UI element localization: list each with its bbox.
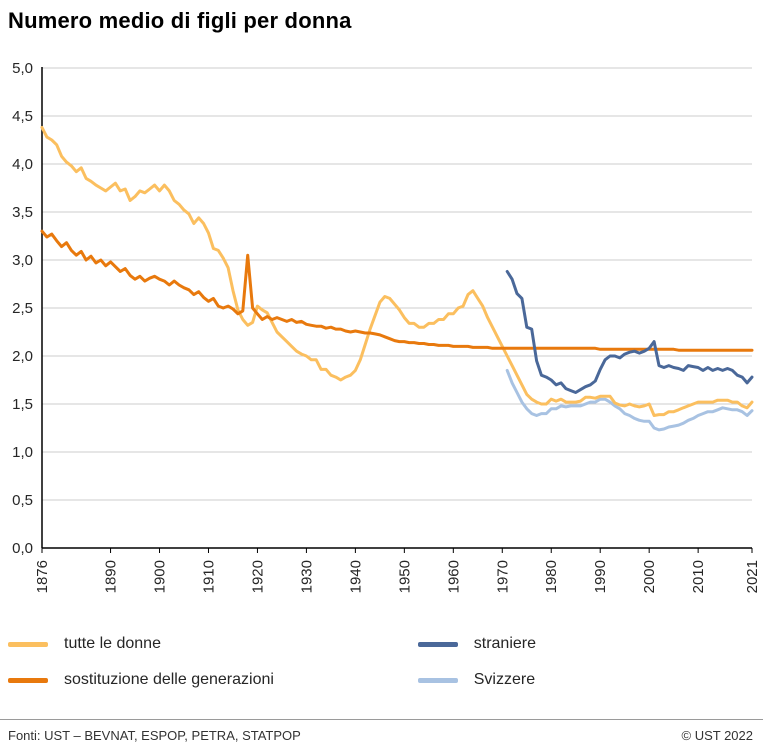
legend-label-tutte-le-donne: tutte le donne xyxy=(64,635,161,652)
chart-area: 0,0 0,5 1,0 1,5 2,0 2,5 3,0 3,5 4,0 4,5 5,0 1876 189… xyxy=(0,36,763,619)
svg-text:1920: 1920 xyxy=(249,560,266,593)
legend-item-tutte-le-donne: tutte le donne xyxy=(8,635,418,653)
footer: Fonti: UST – BEVNAT, ESPOP, PETRA, STATP… xyxy=(0,719,763,753)
legend-swatch-tutte-le-donne-icon xyxy=(8,641,48,647)
svg-text:1930: 1930 xyxy=(298,560,315,593)
legend-item-sostituzione: sostituzione delle generazioni xyxy=(8,671,418,689)
footer-copyright: © UST 2022 xyxy=(681,728,754,743)
svg-text:1900: 1900 xyxy=(152,560,169,593)
legend-item-straniere: straniere xyxy=(417,635,753,653)
svg-text:1990: 1990 xyxy=(592,560,609,593)
svg-text:2010: 2010 xyxy=(690,560,707,593)
svg-text:4,0: 4,0 xyxy=(12,156,33,173)
svg-text:1960: 1960 xyxy=(445,560,462,593)
svg-text:1876: 1876 xyxy=(34,560,51,593)
legend-label-svizzere: Svizzere xyxy=(473,671,536,688)
svg-text:2000: 2000 xyxy=(641,560,658,593)
legend-swatch-straniere-icon xyxy=(417,641,458,647)
svg-text:4,5: 4,5 xyxy=(12,108,33,125)
legend-item-svizzere: Svizzere xyxy=(417,671,753,689)
chart-title: Numero medio di figli per donna xyxy=(8,8,352,33)
legend-label-sostituzione: sostituzione delle generazioni xyxy=(64,671,274,688)
svg-text:1,0: 1,0 xyxy=(12,444,33,461)
svg-text:2,5: 2,5 xyxy=(12,300,33,317)
svg-text:1890: 1890 xyxy=(103,560,120,593)
legend-swatch-svizzere-icon xyxy=(417,677,458,683)
svg-text:2021: 2021 xyxy=(744,560,761,593)
svg-text:5,0: 5,0 xyxy=(12,60,33,77)
legend-label-straniere: straniere xyxy=(473,635,536,652)
svg-text:1980: 1980 xyxy=(543,560,560,593)
svg-text:0,0: 0,0 xyxy=(12,540,33,557)
footer-sources: Fonti: UST – BEVNAT, ESPOP, PETRA, STATP… xyxy=(8,728,301,743)
svg-text:1,5: 1,5 xyxy=(12,396,33,413)
svg-text:1940: 1940 xyxy=(347,560,364,593)
svg-text:1950: 1950 xyxy=(396,560,413,593)
svg-text:1910: 1910 xyxy=(200,560,217,593)
svg-text:3,0: 3,0 xyxy=(12,252,33,269)
svg-text:1970: 1970 xyxy=(494,560,511,593)
chart-legend: tutte le donne straniere sostituzione de… xyxy=(0,619,763,689)
svg-text:2,0: 2,0 xyxy=(12,348,33,365)
legend-swatch-sostituzione-icon xyxy=(8,677,48,683)
fertility-line-chart: 0,0 0,5 1,0 1,5 2,0 2,5 3,0 3,5 4,0 4,5 5,0 1876 189… xyxy=(12,60,761,593)
svg-text:0,5: 0,5 xyxy=(12,492,33,509)
svg-text:3,5: 3,5 xyxy=(12,204,33,221)
